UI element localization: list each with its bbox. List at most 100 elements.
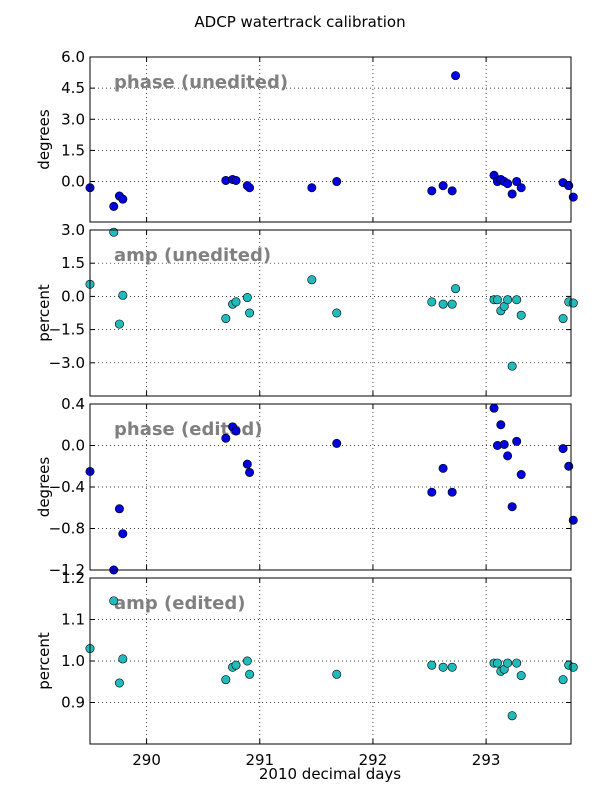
y-tick-label: 1.5 — [61, 254, 85, 272]
data-point — [114, 678, 124, 688]
x-axis-label: 2010 decimal days — [259, 765, 401, 783]
chart-title: ADCP watertrack calibration — [194, 13, 405, 31]
panel-1: phase (unedited) 0.0 1.5 3.0 4.5 6.0 degrees — [35, 48, 578, 223]
data-point — [118, 194, 128, 204]
data-point — [568, 662, 578, 672]
data-point — [242, 656, 252, 666]
data-point — [332, 308, 342, 318]
data-point — [503, 658, 513, 668]
data-point — [332, 438, 342, 448]
y-axis-label: percent — [35, 632, 53, 690]
y-tick-label: 3.0 — [61, 110, 85, 128]
y-tick-label: 0.0 — [61, 173, 85, 191]
data-point — [245, 669, 255, 679]
data-point — [558, 314, 568, 324]
data-point — [221, 675, 231, 685]
panel-annotation: amp (edited) — [114, 593, 245, 614]
plot-frame — [89, 229, 572, 397]
data-point — [438, 463, 448, 473]
data-point — [503, 179, 513, 189]
y-tick-label: 6.0 — [61, 48, 85, 66]
data-point — [231, 660, 241, 670]
y-tick-label: −0.4 — [49, 478, 85, 496]
data-point — [558, 675, 568, 685]
data-point — [512, 658, 522, 668]
data-point — [109, 201, 119, 211]
data-point — [427, 186, 437, 196]
y-tick-label: 4.5 — [61, 79, 85, 97]
data-point — [499, 439, 509, 449]
data-point — [489, 403, 499, 413]
data-point — [109, 227, 119, 237]
data-point — [332, 177, 342, 187]
data-point — [307, 275, 317, 285]
data-point — [516, 310, 526, 320]
data-point — [568, 515, 578, 525]
y-tick-label: 1.5 — [61, 141, 85, 159]
data-point — [507, 361, 517, 371]
data-point — [109, 596, 119, 606]
y-tick-label: 0.9 — [61, 694, 85, 712]
data-point — [118, 654, 128, 664]
y-tick-label: −3.0 — [49, 354, 85, 372]
y-tick-label: 0.4 — [61, 395, 85, 413]
data-point — [245, 183, 255, 193]
data-point — [332, 669, 342, 679]
x-tick-label: 291 — [245, 751, 274, 769]
y-tick-label: −0.8 — [49, 520, 85, 538]
data-point — [245, 308, 255, 318]
y-tick-label: 0.0 — [61, 437, 85, 455]
data-point — [516, 671, 526, 681]
data-point — [507, 711, 517, 721]
data-point — [242, 459, 252, 469]
data-point — [438, 181, 448, 191]
y-tick-label: 1.2 — [61, 569, 85, 587]
data-point — [507, 189, 517, 199]
data-point — [492, 295, 502, 305]
y-tick-label: −1.5 — [49, 321, 85, 339]
data-point — [231, 426, 241, 436]
data-point — [307, 183, 317, 193]
data-point — [564, 181, 574, 191]
data-point — [568, 298, 578, 308]
data-point — [447, 487, 457, 497]
y-axis-label: degrees — [35, 109, 53, 170]
data-point — [516, 470, 526, 480]
data-point — [512, 295, 522, 305]
data-point — [492, 658, 502, 668]
data-point — [231, 297, 241, 307]
plot-frame — [89, 403, 572, 571]
data-point — [438, 662, 448, 672]
data-point — [438, 299, 448, 309]
data-point — [512, 177, 522, 187]
data-point — [114, 319, 124, 329]
panel-annotation: phase (unedited) — [114, 72, 288, 93]
data-point — [503, 295, 513, 305]
panel-annotation: amp (unedited) — [114, 245, 271, 266]
panel-2: amp (unedited) −3.0 −1.5 0.0 1.5 3.0 percent — [35, 221, 578, 397]
plot-frame — [89, 577, 572, 745]
data-point — [568, 192, 578, 202]
data-point — [427, 660, 437, 670]
data-point — [496, 420, 506, 430]
data-point — [447, 186, 457, 196]
data-point — [558, 444, 568, 454]
data-point — [564, 461, 574, 471]
data-point — [221, 433, 231, 443]
y-tick-label: 1.1 — [61, 611, 85, 629]
data-point — [451, 71, 461, 81]
y-tick-label: 0.0 — [61, 287, 85, 305]
data-point — [242, 293, 252, 303]
data-point — [447, 299, 457, 309]
y-tick-label: 3.0 — [61, 221, 85, 239]
panel-4: amp (edited) 0.9 1.0 1.1 1.2 290 291 292 293 perc… — [35, 569, 578, 769]
data-point — [451, 284, 461, 294]
data-point — [118, 290, 128, 300]
data-point — [516, 183, 526, 193]
y-axis-label: degrees — [35, 457, 53, 518]
x-tick-label: 292 — [359, 751, 388, 769]
data-point — [512, 436, 522, 446]
y-axis-label: percent — [35, 284, 53, 342]
